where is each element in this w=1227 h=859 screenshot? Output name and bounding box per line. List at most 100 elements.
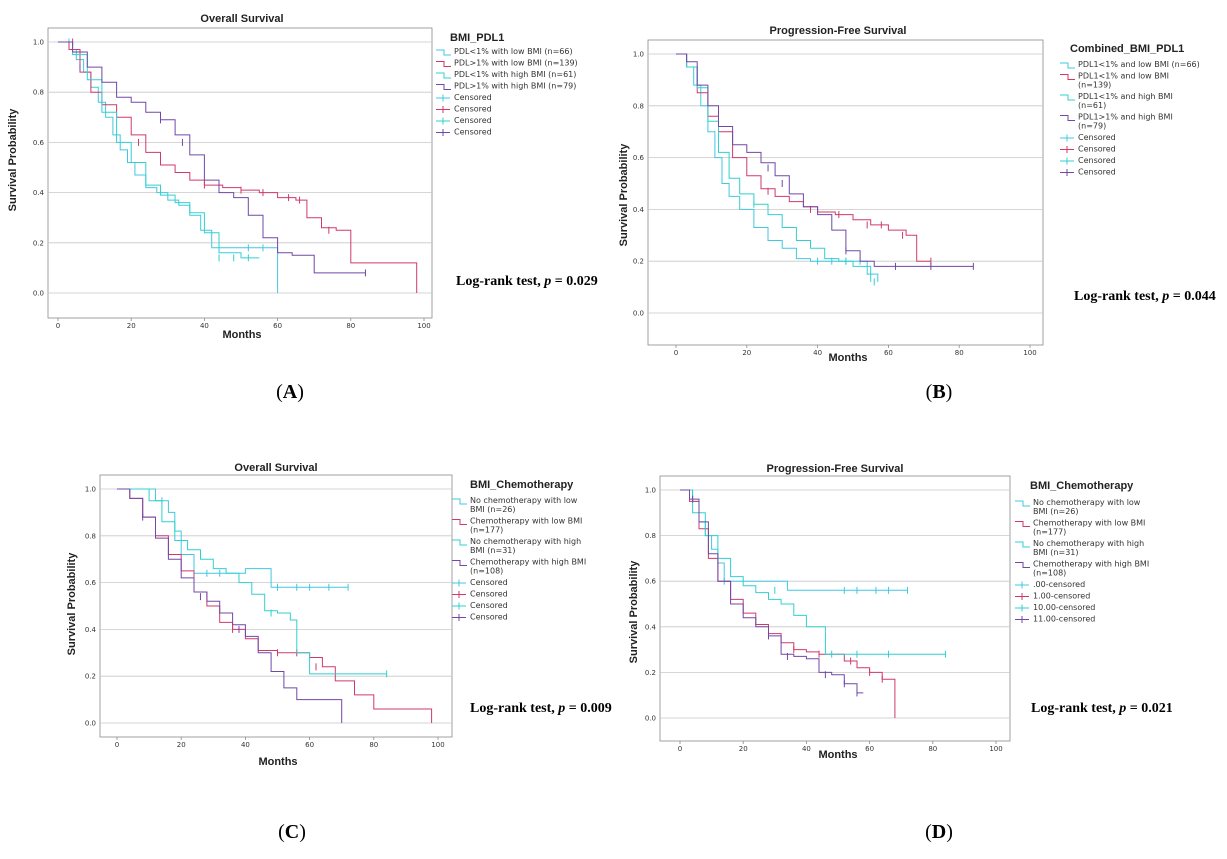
- panel-label-letter: C: [285, 821, 299, 843]
- legend-line-swatch: [1015, 500, 1030, 507]
- survival-curve-4: [58, 41, 366, 274]
- panel-label: (D): [925, 821, 953, 843]
- legend-entry: .00-censored: [1033, 580, 1085, 589]
- legend-entry: Censored: [454, 93, 492, 102]
- legend-entry: Censored: [1078, 133, 1116, 142]
- panel-label-open: (: [278, 821, 285, 843]
- log-rank-note: Log-rank test, p = 0.009: [470, 701, 612, 716]
- legend: BMI_PDL1 PDL<1% with low BMI (n=66) PDL>1%…: [436, 32, 578, 137]
- legend-entry: PDL1>1% and high BMI: [1078, 113, 1173, 122]
- panel-label-open: (: [276, 381, 283, 403]
- legend-entry: 1.00-censored: [1033, 592, 1090, 601]
- y-tick-label: 0.4: [633, 206, 645, 214]
- y-tick-label: 0.8: [645, 532, 656, 540]
- x-tick-label: 80: [369, 741, 378, 749]
- legend-entry: Censored: [454, 128, 492, 137]
- chart-title: Overall Survival: [234, 462, 317, 474]
- legend-entry: No chemotherapy with low: [470, 496, 578, 505]
- legend-entry: Censored: [454, 105, 492, 114]
- legend: BMI_Chemotherapy No chemotherapy with low…: [1015, 480, 1149, 624]
- y-tick-label: 0.4: [33, 189, 45, 197]
- legend-line-swatch: [1060, 62, 1075, 69]
- x-tick-label: 20: [127, 322, 136, 330]
- y-tick-label: 0.2: [85, 673, 96, 681]
- y-tick-label: 0.2: [633, 258, 644, 266]
- log-rank-note: Log-rank test, p = 0.021: [1031, 701, 1173, 716]
- y-tick-label: 0.4: [645, 623, 657, 631]
- y-tick-label: 0.0: [633, 310, 644, 318]
- panel-label: (A): [276, 381, 304, 403]
- legend-entry: PDL<1% with high BMI (n=61): [454, 70, 576, 79]
- legend-entry: No chemotherapy with low: [1033, 498, 1141, 507]
- legend: Combined_BMI_PDL1 PDL1<1% and low BMI (n=…: [1060, 43, 1200, 177]
- x-tick-label: 40: [802, 745, 811, 753]
- legend-title: BMI_Chemotherapy: [470, 479, 574, 491]
- legend-line-swatch: [436, 72, 451, 79]
- legend: BMI_Chemotherapy No chemotherapy with low…: [452, 479, 586, 622]
- note-prefix: Log-rank test,: [1074, 289, 1162, 304]
- panel-label-close: ): [946, 381, 953, 403]
- y-tick-label: 0.2: [33, 239, 44, 247]
- legend-entry: 10.00-censored: [1033, 603, 1095, 612]
- panel-label-letter: B: [932, 381, 945, 403]
- chart-title: Overall Survival: [200, 13, 283, 25]
- legend-line-swatch: [452, 560, 467, 566]
- y-tick-label: 1.0: [633, 51, 644, 59]
- x-axis-label: Months: [258, 756, 297, 768]
- note-value: = 0.029: [551, 274, 597, 289]
- chart-title: Progression-Free Survival: [767, 463, 904, 475]
- legend-entry-cont: BMI (n=31): [470, 546, 516, 555]
- legend-entry-cont: (n=79): [1078, 122, 1106, 131]
- panel-label: (B): [926, 381, 953, 403]
- note-p-symbol: p: [543, 274, 551, 289]
- y-tick-label: 0.4: [85, 626, 97, 634]
- x-tick-label: 20: [177, 741, 186, 749]
- x-tick-label: 0: [674, 349, 678, 357]
- legend-line-swatch: [1060, 74, 1075, 80]
- plot-frame: [647, 39, 1044, 346]
- note-p-symbol: p: [1161, 289, 1169, 304]
- panel-label: (C): [278, 821, 306, 843]
- x-tick-label: 0: [678, 745, 682, 753]
- note-prefix: Log-rank test,: [1031, 701, 1119, 716]
- x-tick-label: 60: [273, 322, 282, 330]
- panel-label-close: ): [946, 821, 953, 843]
- legend-entry-cont: (n=108): [1033, 569, 1066, 578]
- legend-line-swatch: [452, 519, 467, 525]
- x-axis-label: Months: [828, 352, 867, 364]
- x-tick-label: 80: [928, 745, 937, 753]
- note-p-symbol: p: [1118, 701, 1126, 716]
- chart-panel-b: 0.0 0.2 0.4 0.6 0.8 1.0 0 20 40 60 80 100 Progressio…: [618, 25, 1216, 403]
- x-tick-label: 40: [813, 349, 822, 357]
- survival-curve-3: [680, 489, 946, 655]
- y-tick-label: 0.6: [633, 154, 645, 162]
- legend-entry: Chemotherapy with low BMI: [470, 517, 582, 526]
- note-p-symbol: p: [557, 701, 565, 716]
- legend-title: BMI_PDL1: [450, 32, 504, 44]
- legend-line-swatch: [436, 61, 451, 67]
- y-tick-label: 0.2: [645, 669, 656, 677]
- survival-curve-4: [676, 53, 974, 267]
- panel-label-open: (: [925, 821, 932, 843]
- y-axis-label: Survival Probability: [628, 560, 640, 664]
- note-prefix: Log-rank test,: [456, 274, 544, 289]
- legend-line-swatch: [1015, 521, 1030, 527]
- legend-entry: Censored: [470, 578, 508, 587]
- plot-frame: [47, 27, 433, 319]
- legend-entry-cont: (n=108): [470, 567, 503, 576]
- x-tick-label: 60: [884, 349, 893, 357]
- legend-line-swatch: [1015, 562, 1030, 568]
- x-tick-label: 20: [739, 745, 748, 753]
- x-tick-label: 100: [1023, 349, 1036, 357]
- plot-frame: [659, 475, 1011, 742]
- legend-line-swatch: [1015, 541, 1030, 548]
- legend-entry: Censored: [1078, 168, 1116, 177]
- legend-entry: No chemotherapy with high: [470, 537, 581, 546]
- y-tick-label: 0.0: [85, 720, 96, 728]
- y-axis-label: Survival Probability: [618, 143, 630, 247]
- legend-entry: PDL>1% with low BMI (n=139): [454, 59, 578, 68]
- y-tick-label: 0.6: [33, 139, 45, 147]
- note-prefix: Log-rank test,: [470, 701, 558, 716]
